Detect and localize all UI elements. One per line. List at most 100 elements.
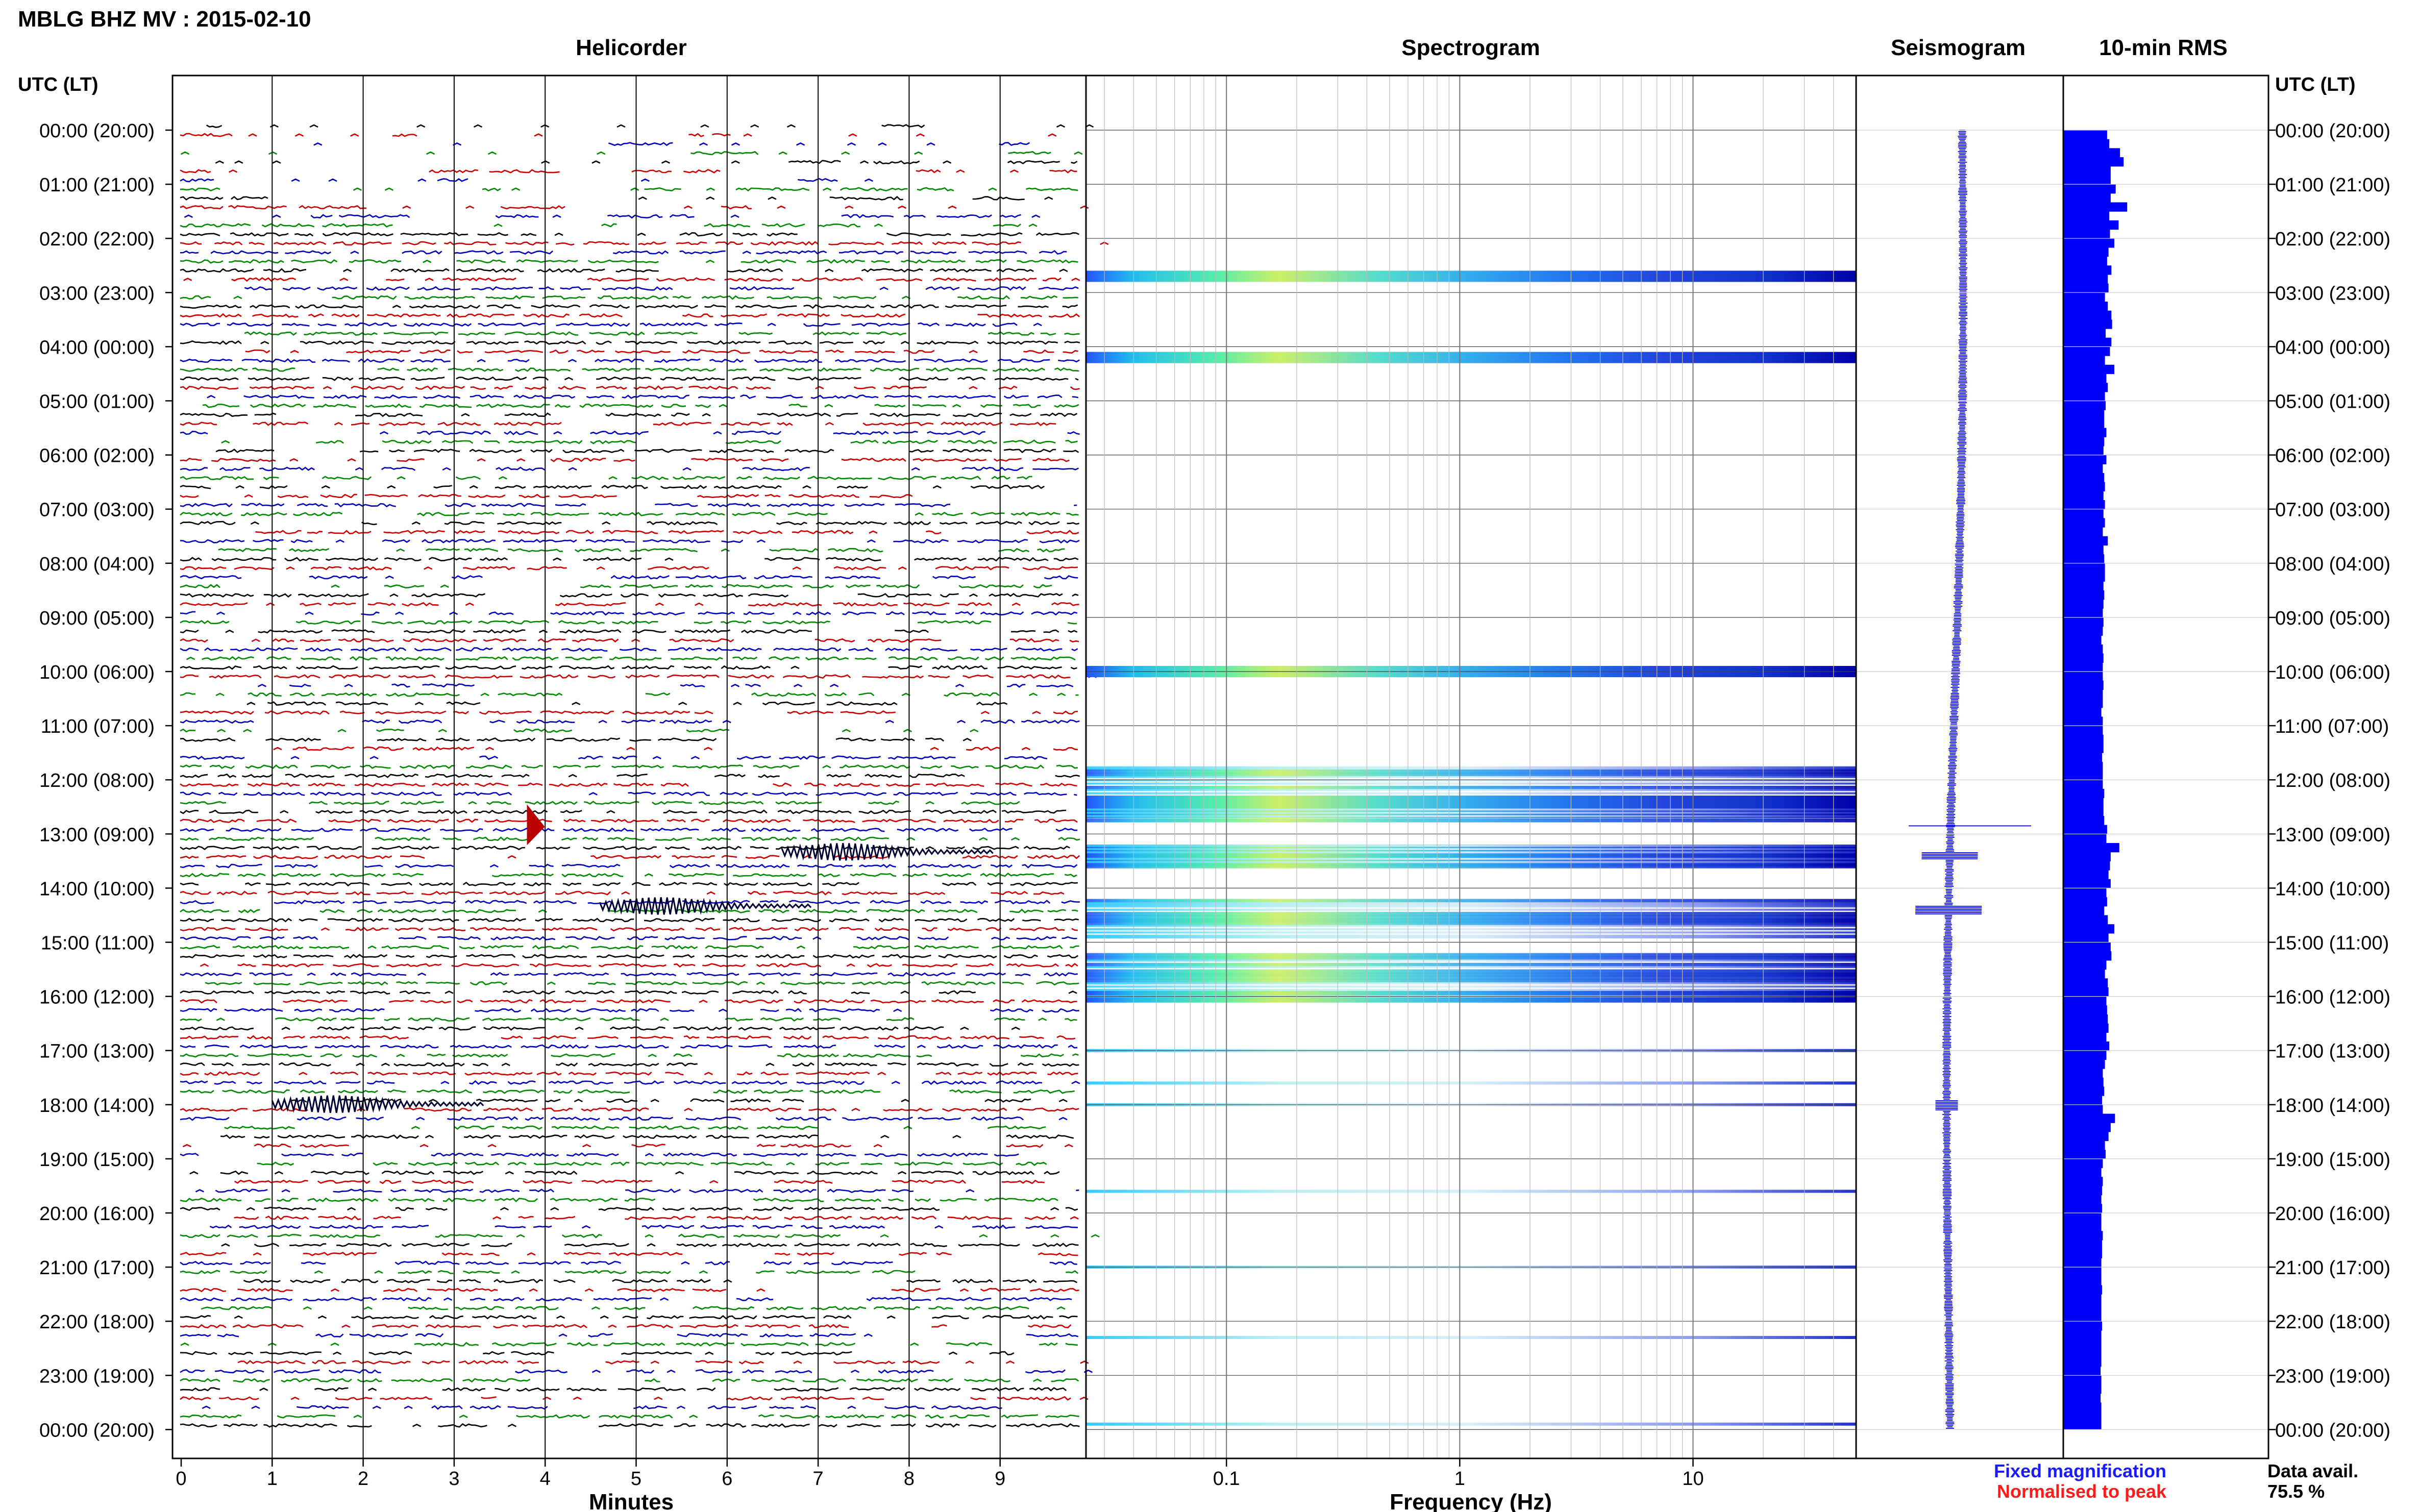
rms-bar [2063, 951, 2112, 961]
rms-bar [2063, 391, 2105, 402]
rms-bar [2063, 329, 2106, 338]
minute-tick-label: 5 [631, 1468, 641, 1490]
spectrogram-band [1086, 903, 1856, 906]
rms-bar [2063, 1131, 2109, 1142]
rms-bar [2063, 1348, 2102, 1358]
hour-label-left: 23:00 (19:00) [39, 1366, 155, 1387]
rms-bar [2063, 1339, 2102, 1349]
rms-bar [2063, 788, 2105, 799]
hour-label-left: 00:00 (20:00) [39, 1420, 155, 1441]
spectrogram-band [1086, 1189, 1856, 1193]
hour-label-right: 14:00 (10:00) [2275, 878, 2390, 900]
rms-bar [2063, 699, 2103, 708]
spectrogram-band [1086, 1422, 1856, 1426]
rms-bar [2063, 915, 2108, 925]
rms-bar [2063, 1150, 2106, 1159]
spectrogram-band [1086, 985, 1856, 988]
hour-label-right: 13:00 (09:00) [2275, 824, 2390, 846]
rms-bar [2063, 716, 2103, 726]
rms-bar [2063, 229, 2110, 239]
spectrogram-band [1086, 795, 1856, 800]
rms-bar [2063, 1294, 2102, 1304]
spectrogram-band [1086, 857, 1856, 860]
rms-bar [2063, 879, 2111, 888]
rms-bar [2063, 689, 2103, 699]
rms-bar [2063, 184, 2116, 194]
rms-bar [2063, 364, 2114, 375]
helicorder-title: Helicorder [576, 35, 687, 60]
hour-label-right: 20:00 (16:00) [2275, 1203, 2390, 1225]
rms-bar [2063, 473, 2105, 483]
hour-label-left: 17:00 (13:00) [39, 1041, 155, 1062]
hour-label-left: 13:00 (09:00) [39, 824, 155, 846]
hour-label-right: 19:00 (15:00) [2275, 1149, 2390, 1171]
rms-bar [2063, 617, 2104, 627]
rms-bar [2063, 1384, 2102, 1394]
frequency-tick-label: 0.1 [1213, 1468, 1240, 1490]
spectrogram-band [1086, 851, 1856, 854]
axis-labels: 00:00 (20:00) 00:00 (20:00) 01:00 (21:00) 0… [39, 120, 2390, 1490]
rms-bar [2063, 1123, 2111, 1132]
rms-bar [2063, 581, 2104, 591]
hour-label-left: 22:00 (18:00) [39, 1311, 155, 1333]
spectrogram-band [1086, 959, 1856, 962]
spectrogram-band [1086, 902, 1856, 904]
spectrogram-band [1086, 811, 1856, 814]
hour-label-left: 07:00 (03:00) [39, 500, 155, 521]
rms-bar [2063, 987, 2109, 997]
rms-bar [2063, 1213, 2102, 1223]
rms-bar [2063, 428, 2107, 437]
spectrogram-band [1086, 915, 1856, 920]
rms-bar [2063, 653, 2104, 663]
hour-label-left: 14:00 (10:00) [39, 878, 155, 900]
rms-bar [2063, 996, 2107, 1006]
rms-bar [2063, 626, 2103, 636]
hour-label-left: 16:00 (12:00) [39, 987, 155, 1008]
rms-bar [2063, 292, 2105, 302]
rms-bar [2063, 1096, 2102, 1105]
spectrogram-band [1086, 854, 1856, 859]
rms-bar [2063, 1042, 2110, 1051]
hour-label-left: 18:00 (14:00) [39, 1095, 155, 1117]
rms-bar [2063, 536, 2108, 546]
rms-bar [2063, 139, 2110, 148]
minute-tick-label: 9 [995, 1468, 1005, 1490]
rms-bar [2063, 310, 2112, 320]
rms-bar [2063, 464, 2103, 474]
rms-bar [2063, 1366, 2101, 1376]
rms-bar [2063, 418, 2105, 429]
spectrogram-band [1086, 799, 1856, 803]
rms-bar [2063, 1276, 2102, 1286]
rms-bar [2063, 888, 2107, 898]
spectrogram-band [1086, 818, 1856, 823]
rms-bar [2063, 1077, 2104, 1087]
rms-bar [2063, 969, 2105, 979]
seismogram-trace [1915, 130, 1982, 1429]
event-mark-2 [599, 897, 812, 915]
spectrogram-band [1086, 1081, 1856, 1085]
rms-bar [2063, 500, 2105, 510]
rms-bar [2063, 148, 2120, 158]
rms-bar [2063, 743, 2104, 753]
rms-bar [2063, 761, 2103, 772]
rms-bar [2063, 861, 2110, 871]
rms-bar [2063, 680, 2104, 690]
rms-bar [2063, 1303, 2102, 1313]
spectrogram-band [1086, 966, 1856, 969]
spectrogram-band [1086, 982, 1856, 985]
hour-label-left: 06:00 (02:00) [39, 445, 155, 467]
rms-bar [2063, 1032, 2107, 1042]
rms-bar [2063, 1240, 2102, 1250]
spectrogram-band [1086, 969, 1856, 974]
hour-label-left: 09:00 (05:00) [39, 608, 155, 629]
event-mark-3 [271, 1095, 484, 1113]
rms-bar [2063, 437, 2105, 447]
rms-bar [2063, 1185, 2102, 1196]
hour-label-right: 17:00 (13:00) [2275, 1041, 2390, 1062]
rms-bar [2063, 960, 2107, 970]
spectrogram-band [1086, 864, 1856, 869]
rms-bar [2063, 807, 2104, 816]
rms-bar [2063, 1086, 2105, 1096]
hour-label-right: 21:00 (17:00) [2275, 1257, 2390, 1279]
